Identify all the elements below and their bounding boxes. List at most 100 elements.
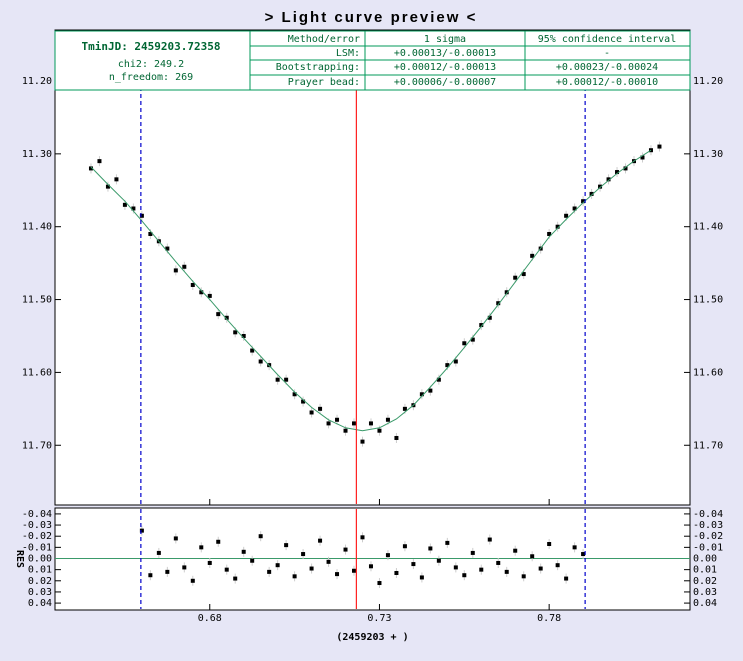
data-point	[173, 268, 178, 273]
data-point	[207, 293, 212, 298]
y-tick-label-right: 11.60	[693, 367, 723, 378]
data-point	[156, 550, 161, 555]
table-header: Method/error	[288, 34, 360, 45]
data-point	[88, 166, 93, 171]
data-point	[555, 563, 560, 568]
data-point	[521, 272, 526, 277]
y-tick-label-right: 11.40	[693, 222, 723, 233]
n-freedom: n_freedom: 269	[109, 72, 193, 83]
data-point	[496, 560, 501, 565]
data-point	[419, 392, 424, 397]
data-point	[250, 348, 255, 353]
data-point	[470, 337, 475, 342]
data-point	[301, 399, 306, 404]
model-curve	[90, 149, 652, 432]
data-point	[581, 199, 586, 204]
data-point	[606, 177, 611, 182]
x-axis-label: (2459203 + )	[336, 632, 408, 643]
data-point	[105, 184, 110, 189]
data-point	[131, 206, 136, 211]
data-point	[139, 528, 144, 533]
data-point	[572, 545, 577, 550]
data-point	[165, 569, 170, 574]
y-tick-label-right: 11.70	[693, 440, 723, 451]
y-tick-label: -0.01	[22, 542, 52, 553]
data-point	[309, 566, 314, 571]
data-point	[182, 565, 187, 570]
residual-plot-area	[54, 507, 691, 611]
data-point	[479, 323, 484, 328]
data-point	[581, 552, 586, 557]
data-point	[97, 159, 102, 164]
data-point	[521, 574, 526, 579]
y-tick-label-right: 11.20	[693, 76, 723, 87]
data-point	[182, 264, 187, 269]
data-point	[377, 428, 382, 433]
data-point	[394, 435, 399, 440]
data-point	[267, 569, 272, 574]
data-point	[190, 578, 195, 583]
table-header: 95% confidence interval	[538, 34, 676, 45]
data-point	[292, 392, 297, 397]
data-point	[233, 576, 238, 581]
data-point	[258, 359, 263, 364]
data-point	[284, 377, 289, 382]
data-point	[394, 570, 399, 575]
data-point	[335, 417, 340, 422]
y-tick-label: 11.20	[22, 76, 52, 87]
y-tick-label-right: -0.04	[693, 509, 723, 520]
y-tick-label: 0.00	[28, 553, 52, 564]
table-cell: +0.00006/-0.00007	[394, 77, 496, 88]
data-point	[453, 359, 458, 364]
data-point	[538, 566, 543, 571]
data-point	[419, 575, 424, 580]
y-tick-label-right: 11.30	[693, 149, 723, 160]
chi2: chi2: 249.2	[118, 59, 184, 70]
data-point	[445, 540, 450, 545]
y-tick-label: -0.03	[22, 520, 52, 531]
y-tick-label-right: -0.03	[693, 520, 723, 531]
data-point	[428, 388, 433, 393]
data-point	[148, 573, 153, 578]
y-tick-label-right: 11.50	[693, 295, 723, 306]
data-point	[402, 544, 407, 549]
x-tick-label: 0.78	[537, 613, 561, 624]
data-point	[402, 406, 407, 411]
data-point	[385, 417, 390, 422]
data-point	[623, 166, 628, 171]
data-point	[462, 573, 467, 578]
data-point	[275, 563, 280, 568]
data-point	[326, 559, 331, 564]
y-tick-label: 11.40	[22, 222, 52, 233]
y-tick-label: 0.02	[28, 576, 52, 587]
y-tick-label: -0.02	[22, 531, 52, 542]
data-point	[547, 231, 552, 236]
y-tick-label-right: 0.01	[693, 565, 717, 576]
data-point	[445, 363, 450, 368]
y-tick-label: 0.03	[28, 587, 52, 598]
data-point	[343, 428, 348, 433]
data-point	[640, 155, 645, 160]
table-cell: +0.00023/-0.00024	[556, 62, 658, 73]
data-point	[165, 246, 170, 251]
data-point	[657, 144, 662, 149]
data-point	[615, 170, 620, 175]
data-point	[513, 275, 518, 280]
chart-title: > Light curve preview <	[265, 9, 478, 26]
table-cell: +0.00012/-0.00010	[556, 77, 658, 88]
data-point	[318, 538, 323, 543]
data-point	[139, 213, 144, 218]
y-tick-label-right: 0.04	[693, 598, 717, 609]
data-point	[496, 301, 501, 306]
data-point	[224, 567, 229, 572]
data-point	[173, 536, 178, 541]
data-point	[530, 554, 535, 559]
y-tick-label: 0.04	[28, 598, 52, 609]
data-point	[504, 569, 509, 574]
data-point	[199, 545, 204, 550]
data-point	[224, 315, 229, 320]
data-point	[352, 568, 357, 573]
data-point	[216, 539, 221, 544]
data-point	[479, 567, 484, 572]
y-tick-label: 11.70	[22, 440, 52, 451]
